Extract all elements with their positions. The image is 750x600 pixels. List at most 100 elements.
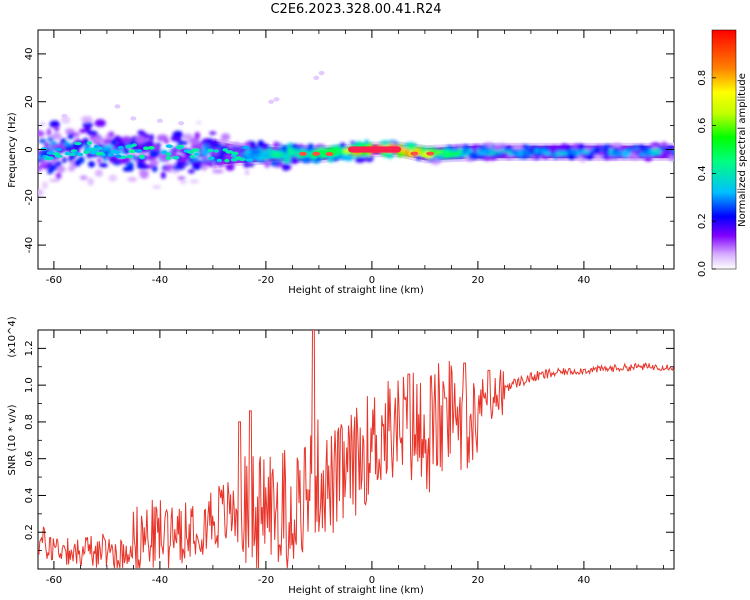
- spectrogram-speckle: [42, 181, 48, 190]
- spectrogram-speckle: [476, 151, 488, 155]
- spectrogram-speckle: [264, 161, 270, 168]
- spectrogram-speckle: [160, 171, 166, 179]
- figure-title: C2E6.2023.328.00.41.R24: [270, 2, 441, 17]
- spectrogram-speckle: [307, 143, 312, 152]
- spectrogram-speckle: [47, 136, 54, 142]
- spectrogram-speckle: [108, 174, 117, 182]
- spectrogram-speckle: [281, 157, 294, 163]
- spectrogram-speckle: [69, 155, 76, 160]
- spectrogram-x-tick-label: 0: [369, 275, 375, 286]
- spectrogram-speckle: [123, 148, 130, 155]
- snr-x-tick-label: -60: [46, 575, 62, 586]
- spectrogram-speckle: [82, 121, 93, 128]
- spectrogram-bright-spot: [165, 144, 173, 148]
- spectrogram-speckle: [40, 159, 48, 166]
- spectrogram-faint-blob: [273, 97, 280, 102]
- spectrogram-y-tick-label: 20: [24, 95, 35, 108]
- spectrogram-bright-spot: [172, 155, 180, 160]
- spectrogram-bright-spot: [86, 141, 93, 145]
- spectrogram-faint-blob: [114, 104, 121, 109]
- spectrogram-y-axis-label: Frequency (Hz): [7, 112, 18, 188]
- spectrogram-speckle: [190, 159, 203, 166]
- spectrogram-bright-spot: [165, 156, 172, 160]
- spectrogram-bright-spot: [238, 157, 246, 162]
- spectrogram-speckle: [632, 146, 641, 151]
- spectrogram-speckle: [260, 153, 271, 157]
- snr-y-tick-label: 1.0: [24, 377, 35, 393]
- spectrogram-speckle: [46, 128, 52, 137]
- spectrogram-speckle: [114, 135, 121, 142]
- spectrogram-plot-area: [38, 70, 674, 197]
- spectrogram-speckle: [94, 169, 103, 177]
- spectrogram-bright-spot: [134, 149, 143, 153]
- spectrogram-speckle: [62, 142, 72, 147]
- spectrogram-x-tick-label: -60: [46, 275, 62, 286]
- spectrogram-speckle: [444, 148, 452, 152]
- spectrogram-speckle: [269, 160, 280, 167]
- spectrogram-bright-spot: [213, 149, 219, 153]
- spectrogram-bright-spot: [161, 150, 168, 155]
- spectrogram-speckle: [290, 156, 299, 164]
- spectrogram-speckle: [88, 161, 96, 168]
- spectrogram-bright-spot: [193, 152, 200, 156]
- spectrogram-speckle: [86, 152, 91, 159]
- spectrogram-speckle: [501, 152, 509, 157]
- spectrogram-speckle: [135, 136, 146, 144]
- spectrogram-speckle: [594, 147, 599, 156]
- spectrogram-faint-blob: [318, 70, 325, 76]
- spectrogram-peak-cell: [312, 151, 321, 156]
- spectrogram-bright-spot: [147, 146, 155, 150]
- spectrogram-speckle: [233, 141, 241, 147]
- spectrogram-speckle: [128, 163, 134, 172]
- snr-panel: -60 -40 -20 0 20 40 0.2 0.4 0.6 0.8 1.0 1.2 Height …: [7, 316, 675, 596]
- spectrogram-speckle: [556, 151, 568, 156]
- snr-series-line: [38, 330, 674, 569]
- snr-x-tick-label: 0: [369, 575, 375, 586]
- spectrogram-speckle: [143, 165, 150, 170]
- spectrogram-speckle: [51, 132, 62, 140]
- spectrogram-speckle: [156, 134, 169, 142]
- spectrogram-bright-spot: [224, 158, 230, 163]
- spectrogram-bright-spot: [77, 152, 84, 157]
- spectrogram-peak-cell: [348, 146, 402, 153]
- spectrogram-speckle: [187, 169, 195, 174]
- spectrogram-speckle: [442, 150, 454, 157]
- spectrogram-speckle: [201, 148, 209, 156]
- snr-y-tick-label: 0.2: [24, 524, 35, 540]
- spectrogram-faint-blob: [268, 99, 275, 104]
- spectrogram-speckle: [509, 152, 514, 156]
- spectrogram-speckle: [149, 159, 159, 166]
- snr-axes: -60 -40 -20 0 20 40 0.2 0.4 0.6 0.8 1.0 1.2: [24, 329, 674, 586]
- spectrogram-speckle: [67, 133, 74, 140]
- spectrogram-speckle: [152, 185, 161, 189]
- spectrogram-speckle: [176, 140, 189, 145]
- spectrogram-speckle: [74, 159, 81, 167]
- spectrogram-faint-blob: [178, 121, 185, 126]
- spectrogram-speckle: [660, 141, 668, 147]
- spectrogram-faint-blob: [313, 75, 320, 81]
- spectrogram-speckle: [49, 120, 61, 128]
- spectrogram-speckle: [575, 144, 586, 152]
- spectrogram-speckle: [281, 163, 290, 171]
- spectrogram-speckle: [170, 135, 182, 142]
- spectrogram-speckle: [340, 154, 349, 161]
- spectrogram-bright-spot: [245, 158, 254, 162]
- spectrogram-speckle: [182, 133, 194, 140]
- spectrogram-speckle: [290, 143, 299, 149]
- snr-x-axis-label: Height of straight line (km): [288, 585, 424, 596]
- spectrogram-speckle: [39, 122, 46, 126]
- spectrogram-bright-spot: [189, 154, 195, 159]
- spectrogram-bright-spot: [131, 143, 137, 147]
- spectrogram-speckle: [208, 160, 214, 168]
- spectrogram-speckle: [325, 155, 332, 159]
- colorbar: 0.0 0.2 0.4 0.6 0.8 Normalized spectral ampl…: [697, 29, 748, 277]
- snr-plot-area: [38, 330, 674, 569]
- spectrogram-speckle: [47, 170, 53, 174]
- snr-x-tick-label: 40: [578, 575, 591, 586]
- spectrogram-speckle: [641, 147, 646, 153]
- spectrogram-speckle: [225, 163, 235, 171]
- spectrogram-speckle: [451, 151, 460, 157]
- spectrogram-speckle: [201, 163, 208, 171]
- spectrogram-speckle: [468, 152, 479, 161]
- spectrogram-speckle: [55, 172, 62, 180]
